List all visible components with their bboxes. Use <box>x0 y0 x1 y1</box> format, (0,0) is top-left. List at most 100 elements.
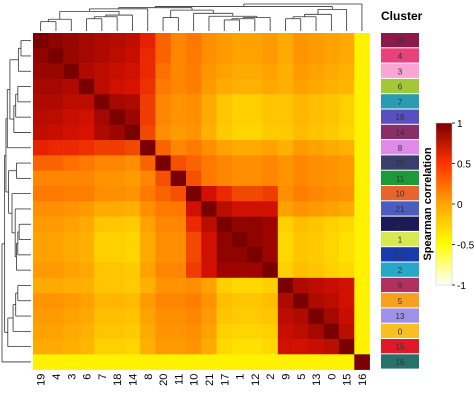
heatmap-cell <box>262 201 279 217</box>
heatmap-cell <box>109 124 126 141</box>
heatmap-cell <box>216 216 233 233</box>
colorbar-gradient <box>435 122 453 286</box>
heatmap-cell <box>48 109 64 126</box>
cluster-label: 2 <box>398 266 403 275</box>
heatmap-cell <box>247 216 263 233</box>
heatmap-cell <box>308 323 324 340</box>
heatmap-cell <box>247 354 263 370</box>
heatmap-cell <box>354 170 370 187</box>
heatmap-cell <box>247 323 263 340</box>
heatmap-cell <box>308 109 324 126</box>
heatmap-cell <box>63 247 80 263</box>
heatmap-cell <box>201 78 217 95</box>
heatmap-cell <box>124 109 141 126</box>
heatmap-cell <box>140 293 156 309</box>
cluster-swatch <box>381 277 419 293</box>
heatmap-cell <box>216 277 233 294</box>
cluster-swatch <box>381 247 419 262</box>
heatmap-cell <box>33 293 49 309</box>
heatmap-cell <box>155 308 171 324</box>
heatmap-cell <box>339 216 355 233</box>
heatmap-cell <box>293 109 309 126</box>
heatmap-cell <box>124 231 141 248</box>
heatmap-cell <box>231 48 248 64</box>
heatmap-cell <box>170 109 187 126</box>
heatmap-cell <box>170 308 187 324</box>
heatmap-cell <box>277 293 294 309</box>
heatmap-cell <box>78 339 95 355</box>
heatmap-cell <box>201 186 217 202</box>
heatmap-cell <box>247 140 263 156</box>
heatmap-cell <box>262 339 279 355</box>
heatmap-cell <box>323 354 340 370</box>
cluster-label: 12 <box>396 251 405 260</box>
heatmap-cell <box>94 293 110 309</box>
heatmap-cell <box>109 140 126 156</box>
heatmap-cell <box>293 308 309 324</box>
heatmap-cell <box>94 277 110 294</box>
heatmap-cell <box>155 216 171 233</box>
heatmap-cell <box>262 354 279 370</box>
heatmap-cell <box>155 247 171 263</box>
heatmap-cell <box>308 339 324 355</box>
heatmap-cell <box>124 94 141 110</box>
column-label: 13 <box>311 374 323 386</box>
heatmap-cell <box>216 78 233 95</box>
heatmap-cell <box>78 63 95 80</box>
heatmap-cell <box>231 277 248 294</box>
heatmap-cell <box>231 140 248 156</box>
heatmap-cell <box>63 170 80 187</box>
heatmap-cell <box>63 277 80 294</box>
heatmap-cell <box>293 354 309 370</box>
heatmap-cell <box>48 78 64 95</box>
heatmap-cell <box>124 155 141 171</box>
heatmap-cell <box>354 231 370 248</box>
heatmap-cell <box>186 201 202 217</box>
heatmap-cell <box>63 323 80 340</box>
heatmap-cell <box>78 48 95 64</box>
heatmap-cell <box>140 323 156 340</box>
heatmap-cell <box>262 247 279 263</box>
heatmap-cell <box>277 140 294 156</box>
heatmap-cell <box>124 277 141 294</box>
heatmap-cell <box>308 293 324 309</box>
heatmap-cell <box>94 262 110 279</box>
heatmap-cell <box>109 216 126 233</box>
column-label: 2 <box>265 374 277 380</box>
cluster-swatch <box>381 308 419 323</box>
heatmap-cell <box>170 186 187 202</box>
heatmap-cell <box>186 170 202 187</box>
heatmap-cell <box>262 170 279 187</box>
heatmap-cell <box>170 170 187 187</box>
heatmap-cell <box>94 109 110 126</box>
heatmap-cell <box>155 231 171 248</box>
heatmap-cell <box>201 201 217 217</box>
heatmap-cell <box>186 140 202 156</box>
heatmap-cell <box>354 94 370 110</box>
heatmap-cell <box>201 124 217 141</box>
heatmap-cell <box>78 170 95 187</box>
heatmap-grid <box>33 33 370 370</box>
heatmap-cell <box>124 48 141 64</box>
heatmap-cell <box>231 323 248 340</box>
heatmap-cell <box>94 94 110 110</box>
heatmap-cell <box>323 247 340 263</box>
heatmap-cell <box>323 140 340 156</box>
heatmap-cell <box>201 140 217 156</box>
heatmap-cell <box>48 216 64 233</box>
cluster-swatch <box>381 339 419 354</box>
heatmap-cell <box>293 155 309 171</box>
cluster-swatch <box>381 33 419 48</box>
heatmap-cell <box>323 186 340 202</box>
heatmap-cell <box>293 63 309 80</box>
heatmap-cell <box>216 231 233 248</box>
heatmap-cell <box>63 354 80 370</box>
heatmap-cell <box>354 308 370 324</box>
heatmap-cell <box>124 308 141 324</box>
heatmap-cell <box>293 201 309 217</box>
heatmap-cell <box>33 247 49 263</box>
heatmap-cell <box>247 78 263 95</box>
heatmap-cell <box>63 231 80 248</box>
heatmap-cell <box>109 63 126 80</box>
heatmap-cell <box>155 186 171 202</box>
